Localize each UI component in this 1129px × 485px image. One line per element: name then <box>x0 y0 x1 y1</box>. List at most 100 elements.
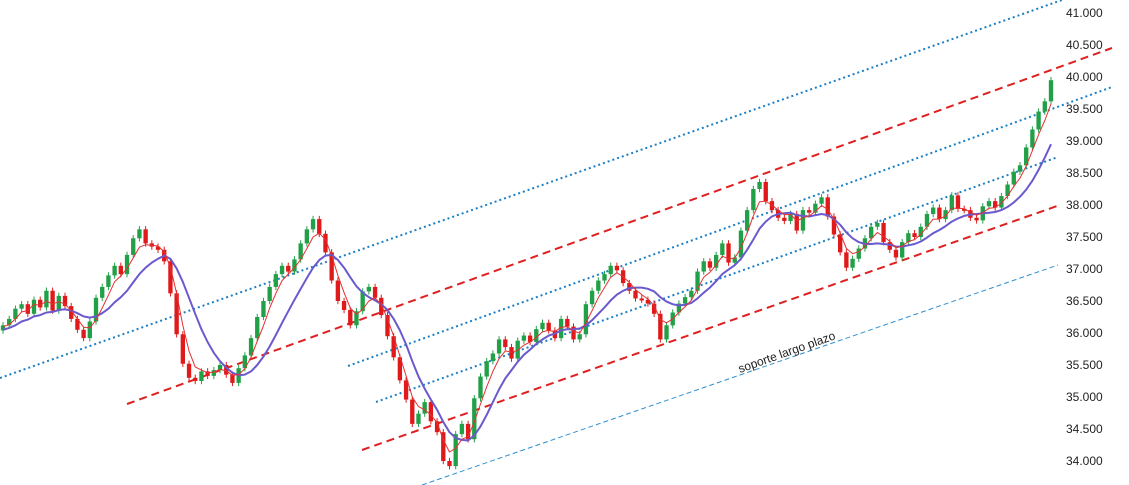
candle-down <box>341 301 347 310</box>
candle-down <box>447 461 452 467</box>
candle-up <box>292 259 297 272</box>
candle-up <box>720 243 725 255</box>
candle-down <box>993 201 998 208</box>
candle-up <box>56 295 61 311</box>
support-annotation: soporte largo plazo <box>736 328 837 375</box>
long-term-support-line <box>421 264 1059 485</box>
y-tick-label: 34.500 <box>1066 422 1103 436</box>
y-tick-label: 37.000 <box>1066 262 1103 276</box>
candle-up <box>1017 165 1023 172</box>
candle-up <box>949 195 954 211</box>
candle-down <box>955 195 961 209</box>
candle-up <box>490 353 496 362</box>
y-tick-label: 40.500 <box>1066 38 1103 52</box>
candle-up <box>676 303 682 313</box>
candle-up <box>751 189 756 211</box>
candle-down <box>844 252 849 268</box>
candle-up <box>868 226 874 239</box>
y-tick-label: 40.000 <box>1066 70 1103 84</box>
y-tick-label: 35.500 <box>1066 358 1103 372</box>
candle-up <box>279 265 285 275</box>
candle-down <box>168 261 173 294</box>
candle-up <box>106 275 111 287</box>
candle-down <box>186 363 192 378</box>
parallel-trendline-1 <box>347 86 1113 367</box>
candle-down <box>410 399 415 424</box>
candle-up <box>1024 147 1029 166</box>
candle-down <box>726 243 731 263</box>
candle-up <box>124 254 130 275</box>
candle-down <box>155 246 161 250</box>
candle-down <box>403 380 409 400</box>
parallel-trendline-2 <box>375 156 1059 403</box>
candle-down <box>651 303 657 314</box>
candle-up <box>422 402 427 414</box>
candle-up <box>924 213 930 227</box>
candle-up <box>242 355 248 369</box>
candle-up <box>1011 171 1016 185</box>
candle-down <box>25 304 30 314</box>
candle-down <box>707 261 713 268</box>
candle-up <box>1005 184 1010 197</box>
candle-up <box>850 258 855 268</box>
candle-down <box>286 265 291 272</box>
candle-down <box>887 242 892 250</box>
candle-up <box>31 299 37 314</box>
candle-up <box>583 304 589 335</box>
candle-down <box>38 299 43 308</box>
candle-down <box>434 421 440 433</box>
candle-up <box>515 340 520 359</box>
candle-down <box>806 210 812 213</box>
candle-down <box>174 293 179 335</box>
candle-up <box>900 242 905 258</box>
candle-up <box>261 301 266 317</box>
candle-down <box>143 229 148 244</box>
candle-down <box>962 208 967 211</box>
candle-up <box>478 376 483 399</box>
candle-up <box>248 338 254 356</box>
candle-down <box>974 217 979 221</box>
candle-up <box>943 210 948 220</box>
candle-up <box>1036 111 1041 130</box>
slow-moving-average-line <box>2 143 1052 442</box>
candle-down <box>193 377 198 381</box>
candle-up <box>267 286 272 301</box>
channel-upper-line <box>126 47 1113 405</box>
candle-up <box>484 361 489 377</box>
candle-down <box>50 290 55 311</box>
candle-up <box>273 274 279 287</box>
candle-down <box>782 217 787 221</box>
candle-up <box>596 280 601 291</box>
candle-down <box>348 309 353 326</box>
candle-up <box>472 398 477 440</box>
candle-up <box>521 335 527 341</box>
candle-up <box>875 222 880 227</box>
upper-parallel-trendline <box>0 0 1063 379</box>
candle-up <box>496 339 502 354</box>
candle-up <box>137 229 142 239</box>
candle-up <box>732 257 737 263</box>
candle-up <box>534 329 539 342</box>
candle-up <box>131 238 136 255</box>
y-axis-ticks: 41.000 40.500 40.000 39.500 39.000 38.500 38.0… <box>1066 6 1103 468</box>
candle-up <box>608 265 613 275</box>
y-tick-label: 34.000 <box>1066 454 1103 468</box>
candle-down <box>503 339 508 348</box>
candle-up <box>800 210 806 231</box>
candle-up <box>701 261 706 272</box>
candle-up <box>1042 101 1047 112</box>
candle-down <box>329 252 334 281</box>
candle-down <box>633 290 638 299</box>
candle-down <box>441 432 446 461</box>
y-tick-label: 36.000 <box>1066 326 1103 340</box>
candle-down <box>224 365 229 375</box>
candle-up <box>689 290 694 298</box>
candle-up <box>7 318 12 326</box>
candle-down <box>397 357 403 381</box>
y-tick-label: 38.000 <box>1066 198 1103 212</box>
candle-down <box>335 280 341 301</box>
candle-down <box>317 219 322 234</box>
channel-lower-line <box>361 204 1061 451</box>
